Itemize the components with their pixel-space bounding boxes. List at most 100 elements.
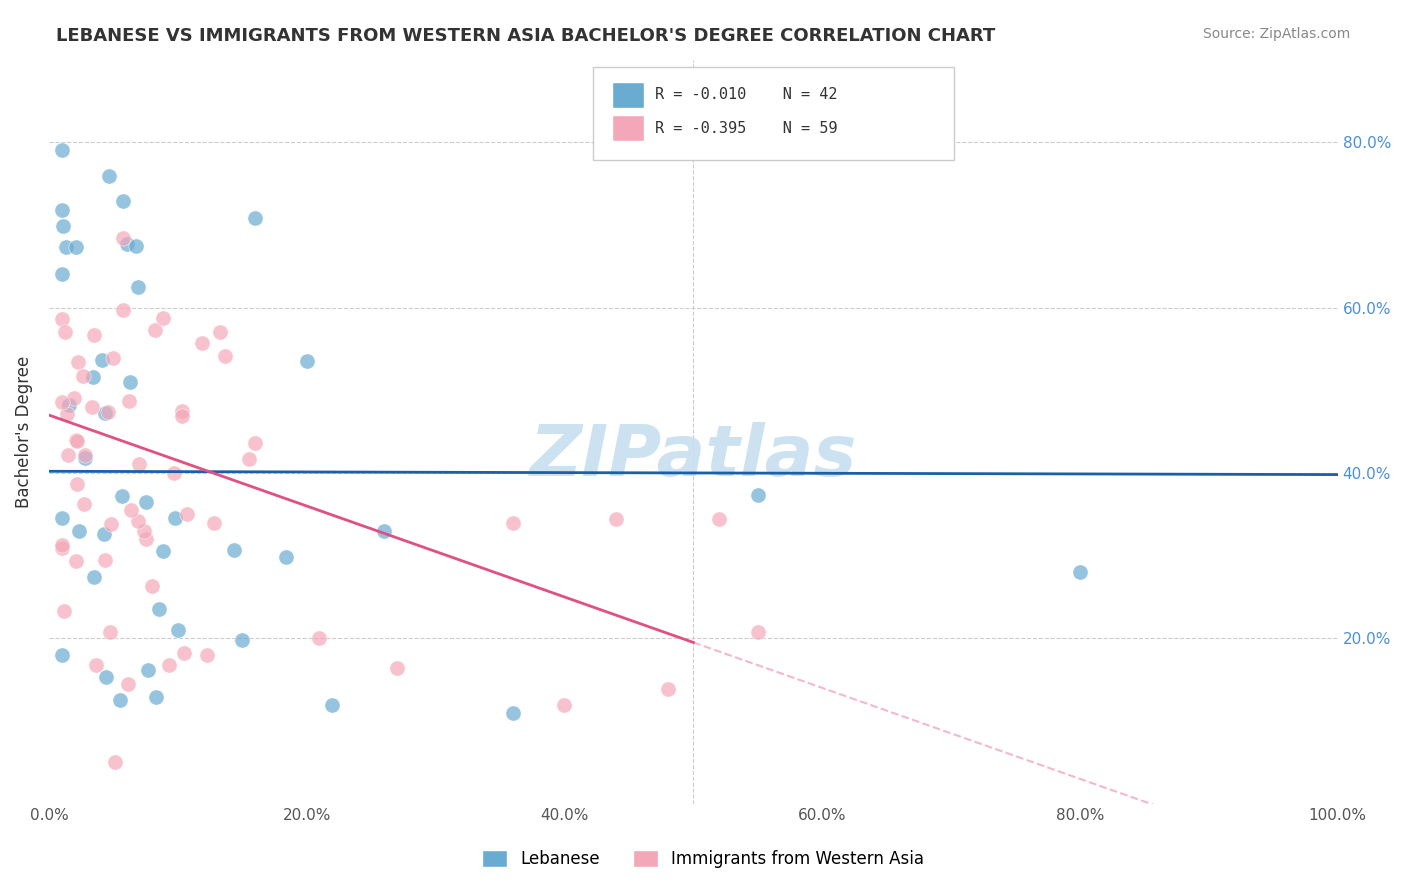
Point bbox=[170, 404, 193, 418]
Point bbox=[274, 550, 297, 565]
Point bbox=[295, 354, 318, 368]
Point bbox=[112, 194, 135, 208]
Point bbox=[58, 398, 80, 412]
Point bbox=[214, 349, 236, 363]
Point bbox=[553, 698, 575, 713]
Point bbox=[127, 280, 149, 294]
Point bbox=[67, 524, 90, 538]
Text: R = -0.010    N = 42: R = -0.010 N = 42 bbox=[655, 87, 837, 102]
Point bbox=[66, 355, 89, 369]
Point bbox=[112, 231, 135, 245]
Point bbox=[243, 211, 266, 226]
Point bbox=[120, 375, 142, 389]
Point bbox=[238, 452, 260, 467]
Point bbox=[65, 433, 87, 447]
Point bbox=[148, 602, 170, 616]
Point bbox=[605, 512, 627, 526]
Point bbox=[53, 325, 76, 339]
Text: R = -0.395    N = 59: R = -0.395 N = 59 bbox=[655, 120, 837, 136]
Point bbox=[747, 624, 769, 639]
Point bbox=[152, 543, 174, 558]
Point bbox=[222, 543, 245, 558]
Point bbox=[65, 434, 87, 449]
Point bbox=[172, 409, 194, 424]
Point bbox=[51, 312, 73, 326]
Point bbox=[97, 405, 120, 419]
Point bbox=[98, 169, 121, 184]
Point bbox=[94, 670, 117, 684]
Point bbox=[657, 681, 679, 696]
Point bbox=[65, 554, 87, 568]
Point bbox=[231, 632, 253, 647]
Point bbox=[308, 632, 330, 646]
Point bbox=[135, 495, 157, 509]
Point bbox=[202, 516, 225, 530]
Point bbox=[86, 657, 108, 672]
Text: LEBANESE VS IMMIGRANTS FROM WESTERN ASIA BACHELOR'S DEGREE CORRELATION CHART: LEBANESE VS IMMIGRANTS FROM WESTERN ASIA… bbox=[56, 27, 995, 45]
Point bbox=[75, 451, 97, 466]
Point bbox=[118, 393, 141, 408]
Point bbox=[115, 236, 138, 251]
Point bbox=[141, 579, 163, 593]
Point bbox=[195, 648, 218, 663]
Point bbox=[128, 458, 150, 472]
Legend: Lebanese, Immigrants from Western Asia: Lebanese, Immigrants from Western Asia bbox=[475, 843, 931, 875]
Point bbox=[1069, 565, 1091, 579]
Point bbox=[51, 541, 73, 556]
Point bbox=[83, 327, 105, 342]
Point bbox=[136, 663, 159, 677]
Point bbox=[373, 524, 395, 539]
Point bbox=[51, 267, 73, 281]
Point bbox=[145, 690, 167, 705]
Point bbox=[124, 238, 146, 252]
Point bbox=[65, 240, 87, 254]
Point bbox=[51, 538, 73, 552]
Point bbox=[167, 623, 190, 637]
Point bbox=[747, 488, 769, 502]
Point bbox=[51, 395, 73, 409]
Point bbox=[73, 449, 96, 463]
Point bbox=[72, 368, 94, 383]
Point bbox=[190, 335, 212, 350]
Point bbox=[62, 391, 84, 405]
Point bbox=[143, 323, 166, 337]
Point bbox=[111, 302, 134, 317]
Point bbox=[93, 406, 115, 420]
Point bbox=[91, 353, 114, 368]
Point bbox=[111, 489, 134, 503]
Point bbox=[502, 516, 524, 530]
Point bbox=[173, 646, 195, 660]
Point bbox=[55, 240, 77, 254]
Point bbox=[80, 400, 103, 414]
FancyBboxPatch shape bbox=[593, 67, 953, 160]
Point bbox=[93, 527, 115, 541]
Point bbox=[108, 693, 131, 707]
Point bbox=[93, 553, 115, 567]
Point bbox=[52, 219, 75, 233]
Point bbox=[132, 524, 155, 538]
Point bbox=[117, 676, 139, 690]
Point bbox=[51, 202, 73, 217]
Point bbox=[321, 698, 343, 712]
Point bbox=[66, 477, 89, 491]
Point bbox=[55, 408, 77, 422]
FancyBboxPatch shape bbox=[612, 115, 644, 142]
Point bbox=[51, 143, 73, 157]
Point bbox=[127, 514, 149, 528]
Point bbox=[135, 532, 157, 546]
Point bbox=[209, 325, 232, 339]
Point bbox=[152, 310, 174, 325]
Point bbox=[98, 625, 121, 640]
Point bbox=[243, 436, 266, 450]
Point bbox=[165, 511, 187, 525]
Text: Source: ZipAtlas.com: Source: ZipAtlas.com bbox=[1202, 27, 1350, 41]
Point bbox=[82, 369, 104, 384]
Y-axis label: Bachelor's Degree: Bachelor's Degree bbox=[15, 356, 32, 508]
Point bbox=[104, 756, 127, 770]
Point bbox=[163, 466, 186, 480]
Point bbox=[176, 507, 198, 521]
Point bbox=[58, 448, 80, 462]
Point bbox=[72, 497, 94, 511]
Point bbox=[120, 503, 142, 517]
Point bbox=[385, 661, 408, 675]
